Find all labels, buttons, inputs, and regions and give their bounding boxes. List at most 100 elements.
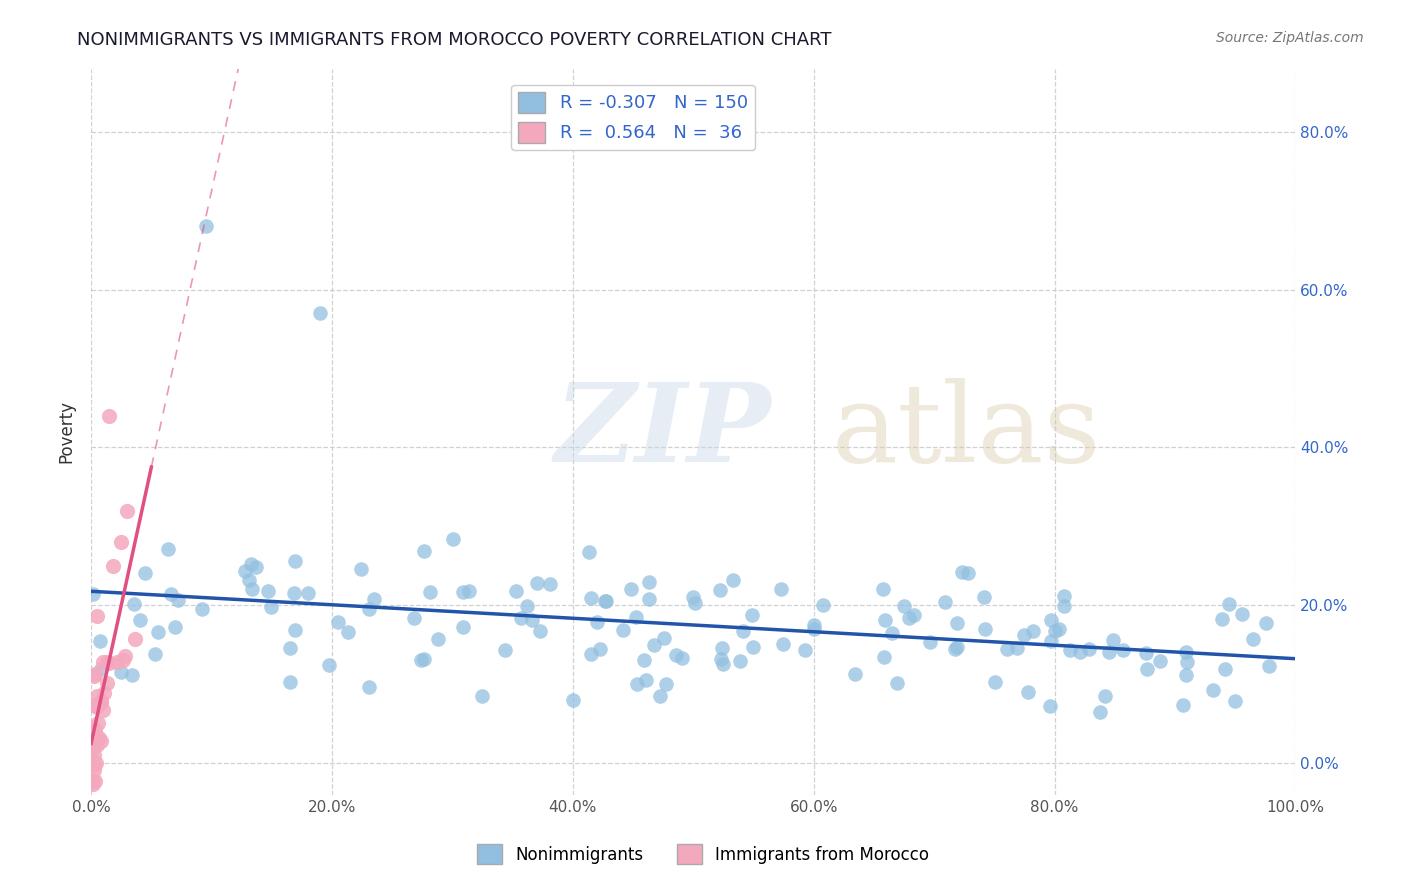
Point <box>143 647 166 661</box>
Point <box>1112 643 1135 657</box>
Point <box>156 542 179 557</box>
Point <box>1039 698 1062 713</box>
Point <box>595 594 617 608</box>
Point <box>239 557 262 571</box>
Point <box>612 624 634 638</box>
Point <box>86 608 108 623</box>
Point <box>167 593 190 607</box>
Point <box>579 647 602 661</box>
Point <box>1098 645 1121 659</box>
Point <box>561 693 583 707</box>
Point <box>1014 628 1036 642</box>
Point <box>1059 643 1081 657</box>
Point <box>117 503 139 517</box>
Point <box>586 615 609 629</box>
Point <box>240 582 263 597</box>
Point <box>124 632 146 647</box>
Point <box>633 653 655 667</box>
Text: NONIMMIGRANTS VS IMMIGRANTS FROM MOROCCO POVERTY CORRELATION CHART: NONIMMIGRANTS VS IMMIGRANTS FROM MOROCCO… <box>77 31 832 49</box>
Point <box>90 734 112 748</box>
Point <box>82 777 104 791</box>
Point <box>886 675 908 690</box>
Point <box>110 535 132 549</box>
Point <box>122 597 145 611</box>
Point <box>873 649 896 664</box>
Point <box>337 625 360 640</box>
Point <box>589 642 612 657</box>
Point <box>1094 690 1116 704</box>
Point <box>578 545 600 559</box>
Point <box>257 583 280 598</box>
Point <box>82 698 104 712</box>
Point <box>427 632 450 647</box>
Point <box>96 676 118 690</box>
Point <box>893 599 915 613</box>
Point <box>952 566 974 580</box>
Point <box>1258 659 1281 673</box>
Point <box>1136 662 1159 676</box>
Point <box>903 608 925 623</box>
Point <box>1090 705 1112 719</box>
Point <box>1039 613 1062 627</box>
Point <box>1022 624 1045 638</box>
Point <box>163 620 186 634</box>
Point <box>655 677 678 691</box>
Point <box>520 613 543 627</box>
Point <box>134 566 156 580</box>
Point <box>665 648 688 662</box>
Point <box>84 773 107 788</box>
Point <box>793 643 815 657</box>
Point <box>1047 622 1070 636</box>
Point <box>1230 607 1253 621</box>
Point <box>626 676 648 690</box>
Point <box>284 554 307 568</box>
Point <box>93 686 115 700</box>
Point <box>918 635 941 649</box>
Point <box>451 620 474 634</box>
Point <box>709 582 731 597</box>
Point <box>593 594 616 608</box>
Point <box>803 618 825 632</box>
Point <box>404 611 426 625</box>
Point <box>1254 616 1277 631</box>
Point <box>112 653 135 667</box>
Point <box>1069 645 1091 659</box>
Point <box>83 739 105 753</box>
Point <box>1039 634 1062 648</box>
Point <box>451 585 474 599</box>
Point <box>82 774 104 789</box>
Point <box>245 560 267 574</box>
Point <box>326 615 349 630</box>
Point <box>1135 646 1157 660</box>
Point <box>350 562 373 576</box>
Point <box>83 748 105 763</box>
Point <box>309 306 332 320</box>
Text: ZIP: ZIP <box>555 378 772 485</box>
Point <box>471 689 494 703</box>
Point <box>538 577 561 591</box>
Point <box>710 652 733 666</box>
Point <box>1017 685 1039 699</box>
Point <box>995 642 1018 657</box>
Point <box>811 599 834 613</box>
Point <box>110 665 132 679</box>
Point <box>946 640 969 654</box>
Y-axis label: Poverty: Poverty <box>58 401 75 463</box>
Point <box>96 655 118 669</box>
Point <box>494 642 516 657</box>
Point <box>86 739 108 753</box>
Point <box>652 631 675 645</box>
Point <box>1175 655 1198 669</box>
Point <box>1043 624 1066 638</box>
Point <box>872 582 894 597</box>
Point <box>1241 632 1264 647</box>
Point <box>86 690 108 704</box>
Point <box>458 584 481 599</box>
Point <box>1149 654 1171 668</box>
Point <box>84 723 107 738</box>
Point <box>87 731 110 745</box>
Point <box>412 543 434 558</box>
Point <box>1175 668 1198 682</box>
Point <box>728 654 751 668</box>
Point <box>1211 612 1233 626</box>
